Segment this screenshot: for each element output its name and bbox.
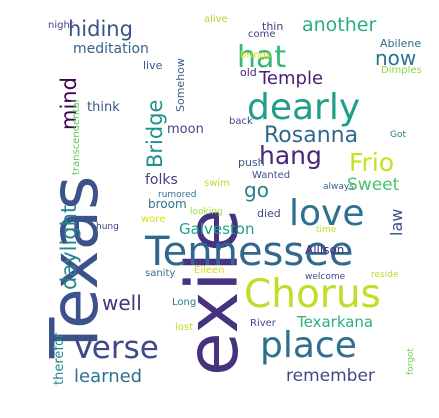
cloud-word: reside bbox=[371, 270, 399, 280]
cloud-word: go bbox=[244, 178, 269, 202]
cloud-word: remember bbox=[286, 366, 375, 386]
cloud-word: Verse bbox=[73, 330, 159, 366]
cloud-word: hiding bbox=[68, 17, 133, 41]
cloud-word: always bbox=[323, 182, 354, 192]
cloud-word: Texas bbox=[36, 176, 113, 359]
cloud-word: lost bbox=[175, 322, 193, 333]
cloud-word: sanity bbox=[145, 268, 175, 279]
cloud-word: swim bbox=[204, 178, 230, 189]
cloud-word: Sweet bbox=[347, 175, 400, 195]
cloud-word: Frio bbox=[349, 148, 394, 177]
cloud-word: learned bbox=[74, 366, 142, 387]
cloud-word: daylight bbox=[57, 205, 81, 290]
cloud-word: alive bbox=[204, 14, 228, 25]
cloud-word: folks bbox=[145, 172, 178, 188]
cloud-word: dearly bbox=[247, 87, 360, 128]
cloud-word: law bbox=[387, 209, 406, 236]
cloud-word: broom bbox=[148, 197, 187, 211]
cloud-word: Rosanna bbox=[264, 123, 358, 148]
cloud-word: mind bbox=[57, 77, 81, 130]
cloud-word: Got bbox=[390, 130, 406, 140]
cloud-word: brings bbox=[240, 50, 271, 61]
cloud-word: forgot bbox=[406, 348, 416, 375]
cloud-word: Temple bbox=[258, 68, 323, 89]
cloud-word: well bbox=[102, 291, 142, 315]
cloud-word: hat bbox=[237, 40, 286, 75]
cloud-word: welcome bbox=[305, 272, 346, 282]
cloud-word: River bbox=[250, 318, 277, 329]
cloud-word: another bbox=[302, 14, 376, 36]
cloud-word: Texarkana bbox=[296, 313, 373, 331]
cloud-word: Wanted bbox=[252, 170, 290, 181]
cloud-word: night bbox=[48, 20, 74, 31]
cloud-word: live bbox=[143, 59, 163, 72]
cloud-word: come bbox=[248, 29, 276, 40]
cloud-word: Somehow bbox=[174, 58, 187, 112]
cloud-word: Tennessee bbox=[144, 229, 353, 275]
cloud-word: Long bbox=[172, 297, 196, 308]
cloud-word: now bbox=[375, 46, 416, 70]
cloud-word: meditation bbox=[73, 41, 149, 57]
cloud-word: wore bbox=[141, 214, 165, 225]
cloud-word: Bridge bbox=[143, 100, 167, 168]
cloud-word: love bbox=[289, 193, 364, 234]
cloud-word: rumored bbox=[158, 190, 196, 200]
cloud-word: exile bbox=[171, 208, 254, 376]
cloud-word: old bbox=[240, 66, 257, 79]
cloud-word: looking bbox=[190, 207, 223, 217]
cloud-word: place bbox=[260, 325, 357, 366]
cloud-word: Allison bbox=[305, 243, 344, 257]
cloud-word: hung bbox=[96, 222, 119, 232]
cloud-word: hang bbox=[259, 141, 322, 170]
cloud-word: think bbox=[87, 100, 120, 115]
cloud-word: back bbox=[229, 116, 253, 127]
cloud-word: Abilene bbox=[380, 37, 421, 50]
cloud-word: died bbox=[257, 207, 281, 220]
cloud-word: moon bbox=[167, 122, 204, 137]
cloud-word: thin bbox=[262, 20, 283, 33]
cloud-word: Chorus bbox=[244, 272, 381, 317]
cloud-word: push bbox=[238, 156, 265, 169]
cloud-word: transcendental bbox=[71, 100, 82, 175]
cloud-word: time bbox=[316, 225, 337, 235]
cloud-word: Dimples bbox=[381, 65, 422, 76]
cloud-word: Galveston bbox=[179, 220, 254, 238]
cloud-word: therefor bbox=[52, 332, 67, 385]
cloud-word: Eileen bbox=[194, 265, 225, 276]
